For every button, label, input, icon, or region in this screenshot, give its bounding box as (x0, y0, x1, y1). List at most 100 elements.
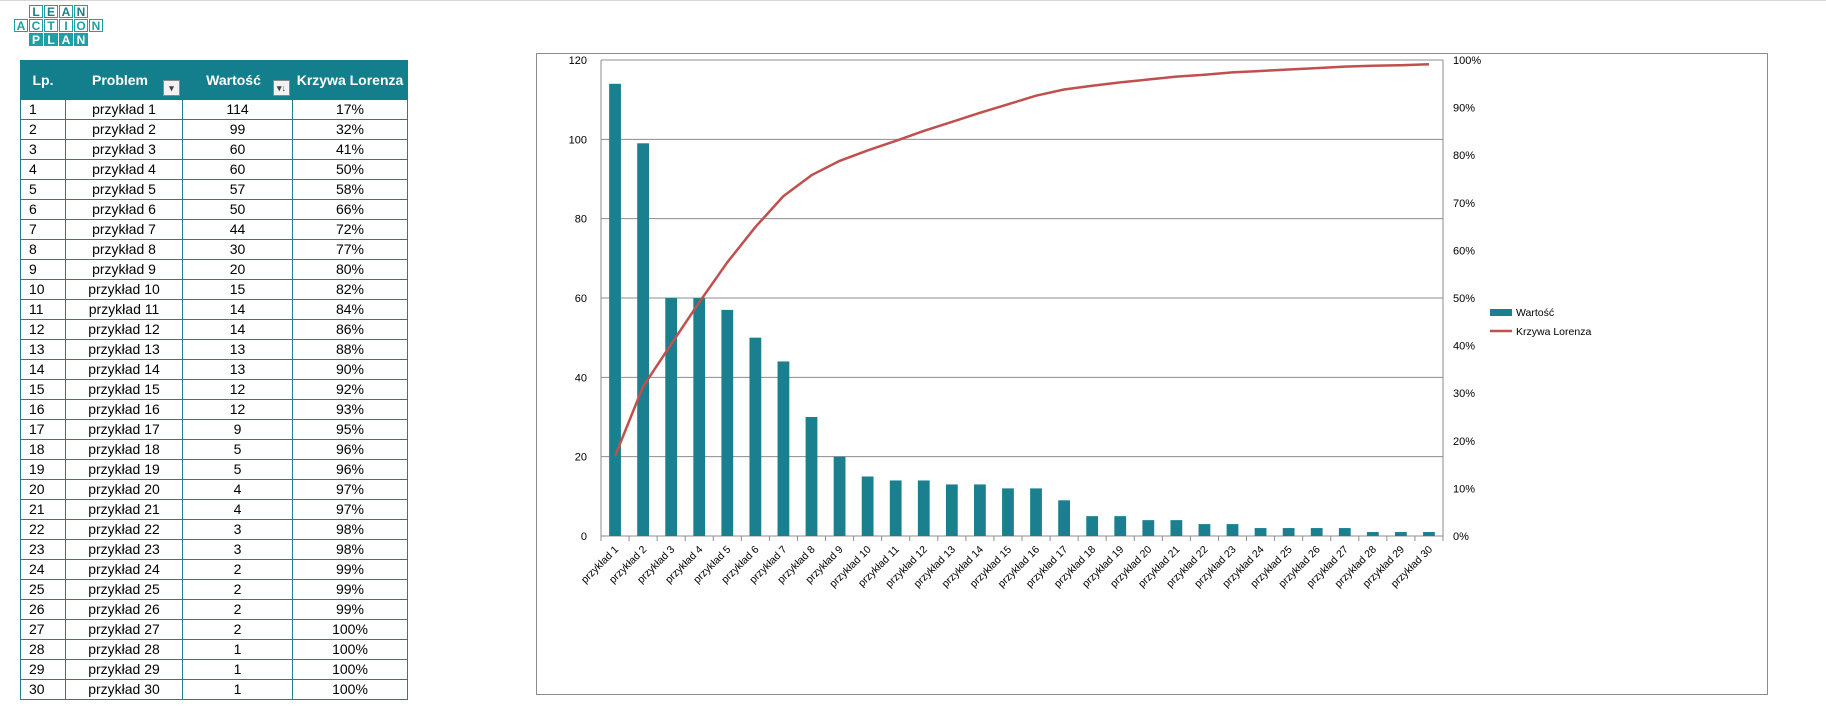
cell-lp[interactable]: 17 (20, 419, 66, 440)
cell-problem[interactable]: przykład 14 (65, 359, 183, 380)
cell-wartosc[interactable]: 15 (182, 279, 293, 300)
cell-lp[interactable]: 23 (20, 539, 66, 560)
cell-problem[interactable]: przykład 26 (65, 599, 183, 620)
cell-krzywa-lorenza[interactable]: 17% (292, 99, 408, 120)
cell-lp[interactable]: 20 (20, 479, 66, 500)
cell-wartosc[interactable]: 99 (182, 119, 293, 140)
cell-krzywa-lorenza[interactable]: 99% (292, 559, 408, 580)
cell-wartosc[interactable]: 1 (182, 679, 293, 700)
cell-wartosc[interactable]: 4 (182, 499, 293, 520)
cell-krzywa-lorenza[interactable]: 93% (292, 399, 408, 420)
cell-wartosc[interactable]: 50 (182, 199, 293, 220)
cell-krzywa-lorenza[interactable]: 98% (292, 519, 408, 540)
cell-krzywa-lorenza[interactable]: 32% (292, 119, 408, 140)
cell-lp[interactable]: 16 (20, 399, 66, 420)
cell-problem[interactable]: przykład 21 (65, 499, 183, 520)
cell-wartosc[interactable]: 2 (182, 599, 293, 620)
cell-lp[interactable]: 1 (20, 99, 66, 120)
cell-lp[interactable]: 8 (20, 239, 66, 260)
cell-krzywa-lorenza[interactable]: 77% (292, 239, 408, 260)
cell-lp[interactable]: 13 (20, 339, 66, 360)
cell-lp[interactable]: 10 (20, 279, 66, 300)
cell-wartosc[interactable]: 13 (182, 339, 293, 360)
cell-krzywa-lorenza[interactable]: 86% (292, 319, 408, 340)
cell-wartosc[interactable]: 14 (182, 299, 293, 320)
cell-problem[interactable]: przykład 15 (65, 379, 183, 400)
cell-wartosc[interactable]: 60 (182, 139, 293, 160)
cell-wartosc[interactable]: 57 (182, 179, 293, 200)
cell-wartosc[interactable]: 5 (182, 439, 293, 460)
cell-krzywa-lorenza[interactable]: 100% (292, 639, 408, 660)
cell-wartosc[interactable]: 12 (182, 399, 293, 420)
cell-problem[interactable]: przykład 29 (65, 659, 183, 680)
cell-krzywa-lorenza[interactable]: 95% (292, 419, 408, 440)
cell-problem[interactable]: przykład 5 (65, 179, 183, 200)
cell-wartosc[interactable]: 14 (182, 319, 293, 340)
cell-problem[interactable]: przykład 1 (65, 99, 183, 120)
cell-wartosc[interactable]: 20 (182, 259, 293, 280)
cell-krzywa-lorenza[interactable]: 100% (292, 679, 408, 700)
cell-krzywa-lorenza[interactable]: 96% (292, 439, 408, 460)
cell-krzywa-lorenza[interactable]: 41% (292, 139, 408, 160)
cell-krzywa-lorenza[interactable]: 50% (292, 159, 408, 180)
cell-krzywa-lorenza[interactable]: 84% (292, 299, 408, 320)
cell-krzywa-lorenza[interactable]: 100% (292, 659, 408, 680)
cell-lp[interactable]: 18 (20, 439, 66, 460)
cell-problem[interactable]: przykład 22 (65, 519, 183, 540)
cell-wartosc[interactable]: 2 (182, 559, 293, 580)
cell-krzywa-lorenza[interactable]: 90% (292, 359, 408, 380)
cell-problem[interactable]: przykład 7 (65, 219, 183, 240)
problem-filter-button[interactable]: ▾ (163, 80, 180, 96)
cell-lp[interactable]: 26 (20, 599, 66, 620)
cell-problem[interactable]: przykład 24 (65, 559, 183, 580)
cell-lp[interactable]: 11 (20, 299, 66, 320)
wartosc-sort-filter-button[interactable]: ▾↓ (273, 80, 290, 96)
cell-problem[interactable]: przykład 9 (65, 259, 183, 280)
cell-lp[interactable]: 19 (20, 459, 66, 480)
cell-problem[interactable]: przykład 25 (65, 579, 183, 600)
cell-problem[interactable]: przykład 17 (65, 419, 183, 440)
cell-problem[interactable]: przykład 2 (65, 119, 183, 140)
cell-problem[interactable]: przykład 12 (65, 319, 183, 340)
cell-lp[interactable]: 28 (20, 639, 66, 660)
cell-problem[interactable]: przykład 10 (65, 279, 183, 300)
cell-problem[interactable]: przykład 27 (65, 619, 183, 640)
cell-lp[interactable]: 24 (20, 559, 66, 580)
cell-wartosc[interactable]: 1 (182, 639, 293, 660)
cell-wartosc[interactable]: 114 (182, 99, 293, 120)
cell-lp[interactable]: 2 (20, 119, 66, 140)
cell-wartosc[interactable]: 2 (182, 619, 293, 640)
cell-lp[interactable]: 30 (20, 679, 66, 700)
cell-problem[interactable]: przykład 28 (65, 639, 183, 660)
cell-lp[interactable]: 21 (20, 499, 66, 520)
cell-problem[interactable]: przykład 6 (65, 199, 183, 220)
cell-problem[interactable]: przykład 19 (65, 459, 183, 480)
cell-wartosc[interactable]: 1 (182, 659, 293, 680)
cell-problem[interactable]: przykład 3 (65, 139, 183, 160)
cell-problem[interactable]: przykład 18 (65, 439, 183, 460)
cell-krzywa-lorenza[interactable]: 72% (292, 219, 408, 240)
cell-problem[interactable]: przykład 13 (65, 339, 183, 360)
cell-krzywa-lorenza[interactable]: 97% (292, 479, 408, 500)
cell-krzywa-lorenza[interactable]: 80% (292, 259, 408, 280)
cell-wartosc[interactable]: 4 (182, 479, 293, 500)
cell-lp[interactable]: 6 (20, 199, 66, 220)
cell-wartosc[interactable]: 60 (182, 159, 293, 180)
cell-lp[interactable]: 12 (20, 319, 66, 340)
cell-problem[interactable]: przykład 23 (65, 539, 183, 560)
cell-krzywa-lorenza[interactable]: 58% (292, 179, 408, 200)
cell-wartosc[interactable]: 3 (182, 539, 293, 560)
cell-wartosc[interactable]: 44 (182, 219, 293, 240)
cell-lp[interactable]: 4 (20, 159, 66, 180)
cell-lp[interactable]: 7 (20, 219, 66, 240)
cell-krzywa-lorenza[interactable]: 100% (292, 619, 408, 640)
cell-lp[interactable]: 22 (20, 519, 66, 540)
cell-lp[interactable]: 27 (20, 619, 66, 640)
cell-krzywa-lorenza[interactable]: 97% (292, 499, 408, 520)
cell-wartosc[interactable]: 30 (182, 239, 293, 260)
cell-wartosc[interactable]: 9 (182, 419, 293, 440)
cell-problem[interactable]: przykład 4 (65, 159, 183, 180)
cell-krzywa-lorenza[interactable]: 92% (292, 379, 408, 400)
cell-lp[interactable]: 5 (20, 179, 66, 200)
cell-lp[interactable]: 3 (20, 139, 66, 160)
